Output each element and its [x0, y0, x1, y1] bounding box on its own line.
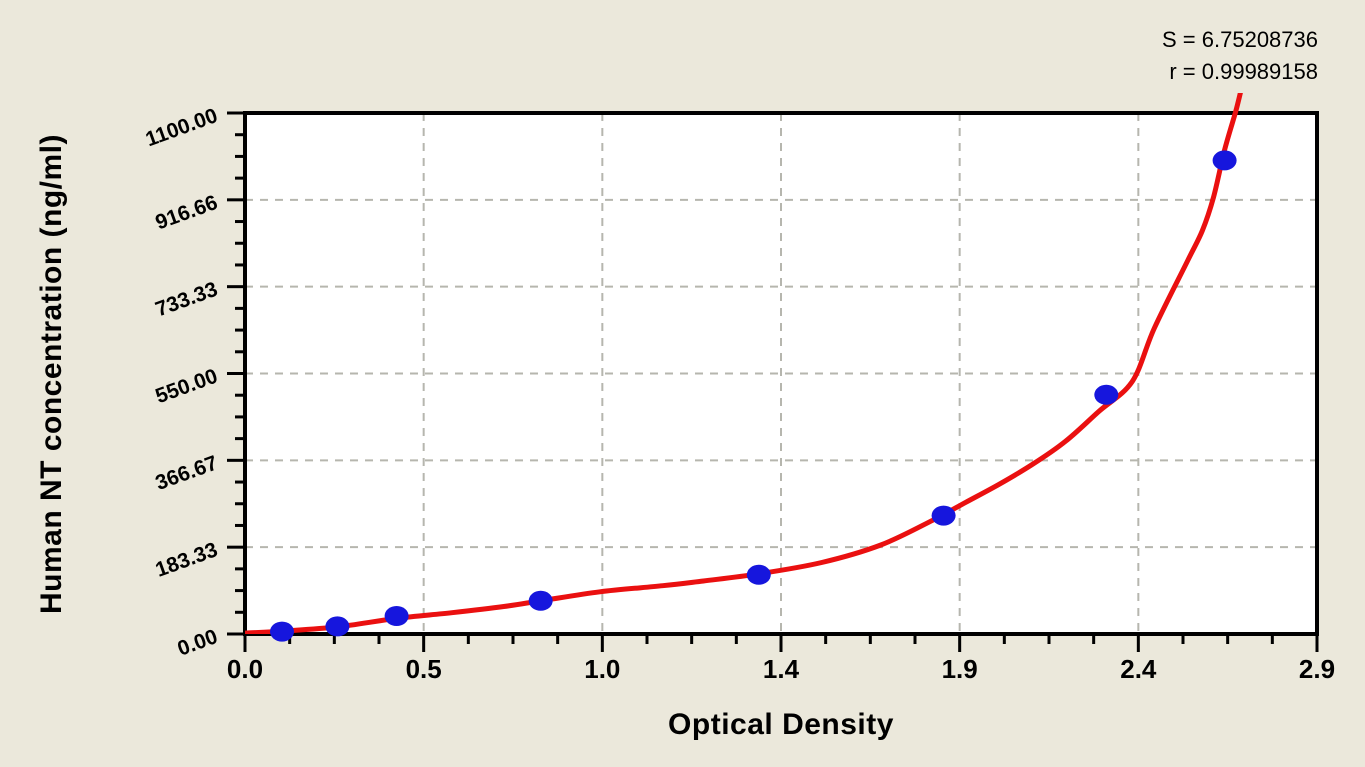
data-point [528, 590, 553, 611]
data-point [931, 505, 956, 526]
y-tick-label: 733.33 [152, 278, 220, 322]
data-point [270, 621, 294, 642]
y-tick-label: 183.33 [152, 538, 220, 582]
data-point [1212, 150, 1237, 171]
fit-stat-s: S = 6.75208736 [1162, 27, 1318, 52]
x-tick-label: 2.4 [1120, 654, 1157, 684]
y-tick-label: 0.00 [174, 625, 220, 661]
y-tick-label: 916.66 [152, 191, 220, 235]
data-point [1094, 384, 1119, 405]
y-tick-label: 550.00 [152, 365, 220, 409]
y-tick-label: 366.67 [152, 451, 220, 495]
y-tick-label: 1100.00 [143, 104, 221, 151]
y-axis-title: Human NT concentration (ng/ml) [35, 134, 68, 614]
x-axis-title: Optical Density [668, 708, 894, 741]
data-point [746, 564, 771, 585]
x-tick-label: 0.5 [406, 654, 442, 684]
x-tick-label: 1.0 [584, 654, 620, 684]
x-tick-label: 0.0 [227, 654, 263, 684]
x-tick-label: 1.9 [942, 654, 978, 684]
fit-curve [245, 93, 1243, 634]
data-point [325, 616, 350, 637]
plot-border [243, 111, 1319, 636]
data-points [270, 150, 1237, 642]
data-point [384, 606, 409, 626]
x-tick-label: 1.4 [763, 654, 800, 684]
fit-stat-r: r = 0.99989158 [1169, 59, 1318, 84]
fit-stats: S = 6.75208736 r = 0.99989158 [1162, 24, 1318, 88]
axis-ticks [227, 111, 1319, 652]
x-tick-label: 2.9 [1299, 654, 1335, 684]
